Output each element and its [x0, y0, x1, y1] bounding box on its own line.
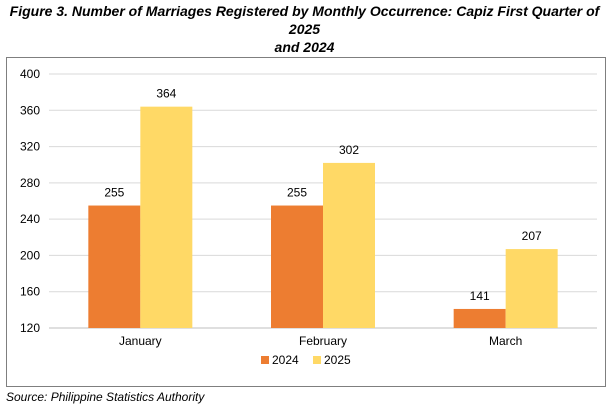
bar-2024 [88, 205, 141, 328]
bar-2025 [140, 106, 193, 329]
chart-frame: 120 160 200 240 280 320 360 400 255 364 January 255… [6, 57, 606, 387]
legend-label-2025: 2025 [324, 353, 351, 367]
data-label: 255 [104, 186, 124, 200]
legend-label-2024: 2024 [272, 353, 299, 367]
x-tick-label: March [489, 334, 522, 348]
bar-chart: 120 160 200 240 280 320 360 400 255 364 January 255… [20, 67, 597, 367]
bar-2024 [453, 308, 506, 328]
bar-2025 [323, 162, 375, 328]
bar-2025 [505, 249, 558, 328]
x-tick-label: January [119, 334, 162, 348]
chart-title-line-2: and 2024 [274, 39, 335, 55]
y-tick-label: 320 [20, 140, 40, 154]
y-tick-label: 160 [20, 285, 40, 299]
y-tick-label: 200 [20, 248, 40, 262]
data-label: 207 [522, 229, 542, 243]
data-label: 302 [339, 143, 359, 157]
y-tick-label: 280 [20, 176, 40, 190]
y-tick-label: 400 [20, 67, 40, 81]
data-label: 255 [287, 186, 307, 200]
legend-swatch-2024 [261, 356, 269, 364]
chart-title: Figure 3. Number of Marriages Registered… [0, 2, 609, 56]
chart-title-line-1: Figure 3. Number of Marriages Registered… [9, 3, 600, 37]
x-tick-label: February [299, 334, 347, 348]
bar-2024 [271, 205, 323, 328]
y-tick-label: 120 [20, 321, 40, 335]
y-tick-label: 240 [20, 212, 40, 226]
legend-swatch-2025 [313, 356, 321, 364]
data-label: 364 [156, 87, 176, 101]
y-tick-label: 360 [20, 103, 40, 117]
data-label: 141 [470, 289, 490, 303]
source-note: Source: Philippine Statistics Authority [6, 390, 205, 404]
